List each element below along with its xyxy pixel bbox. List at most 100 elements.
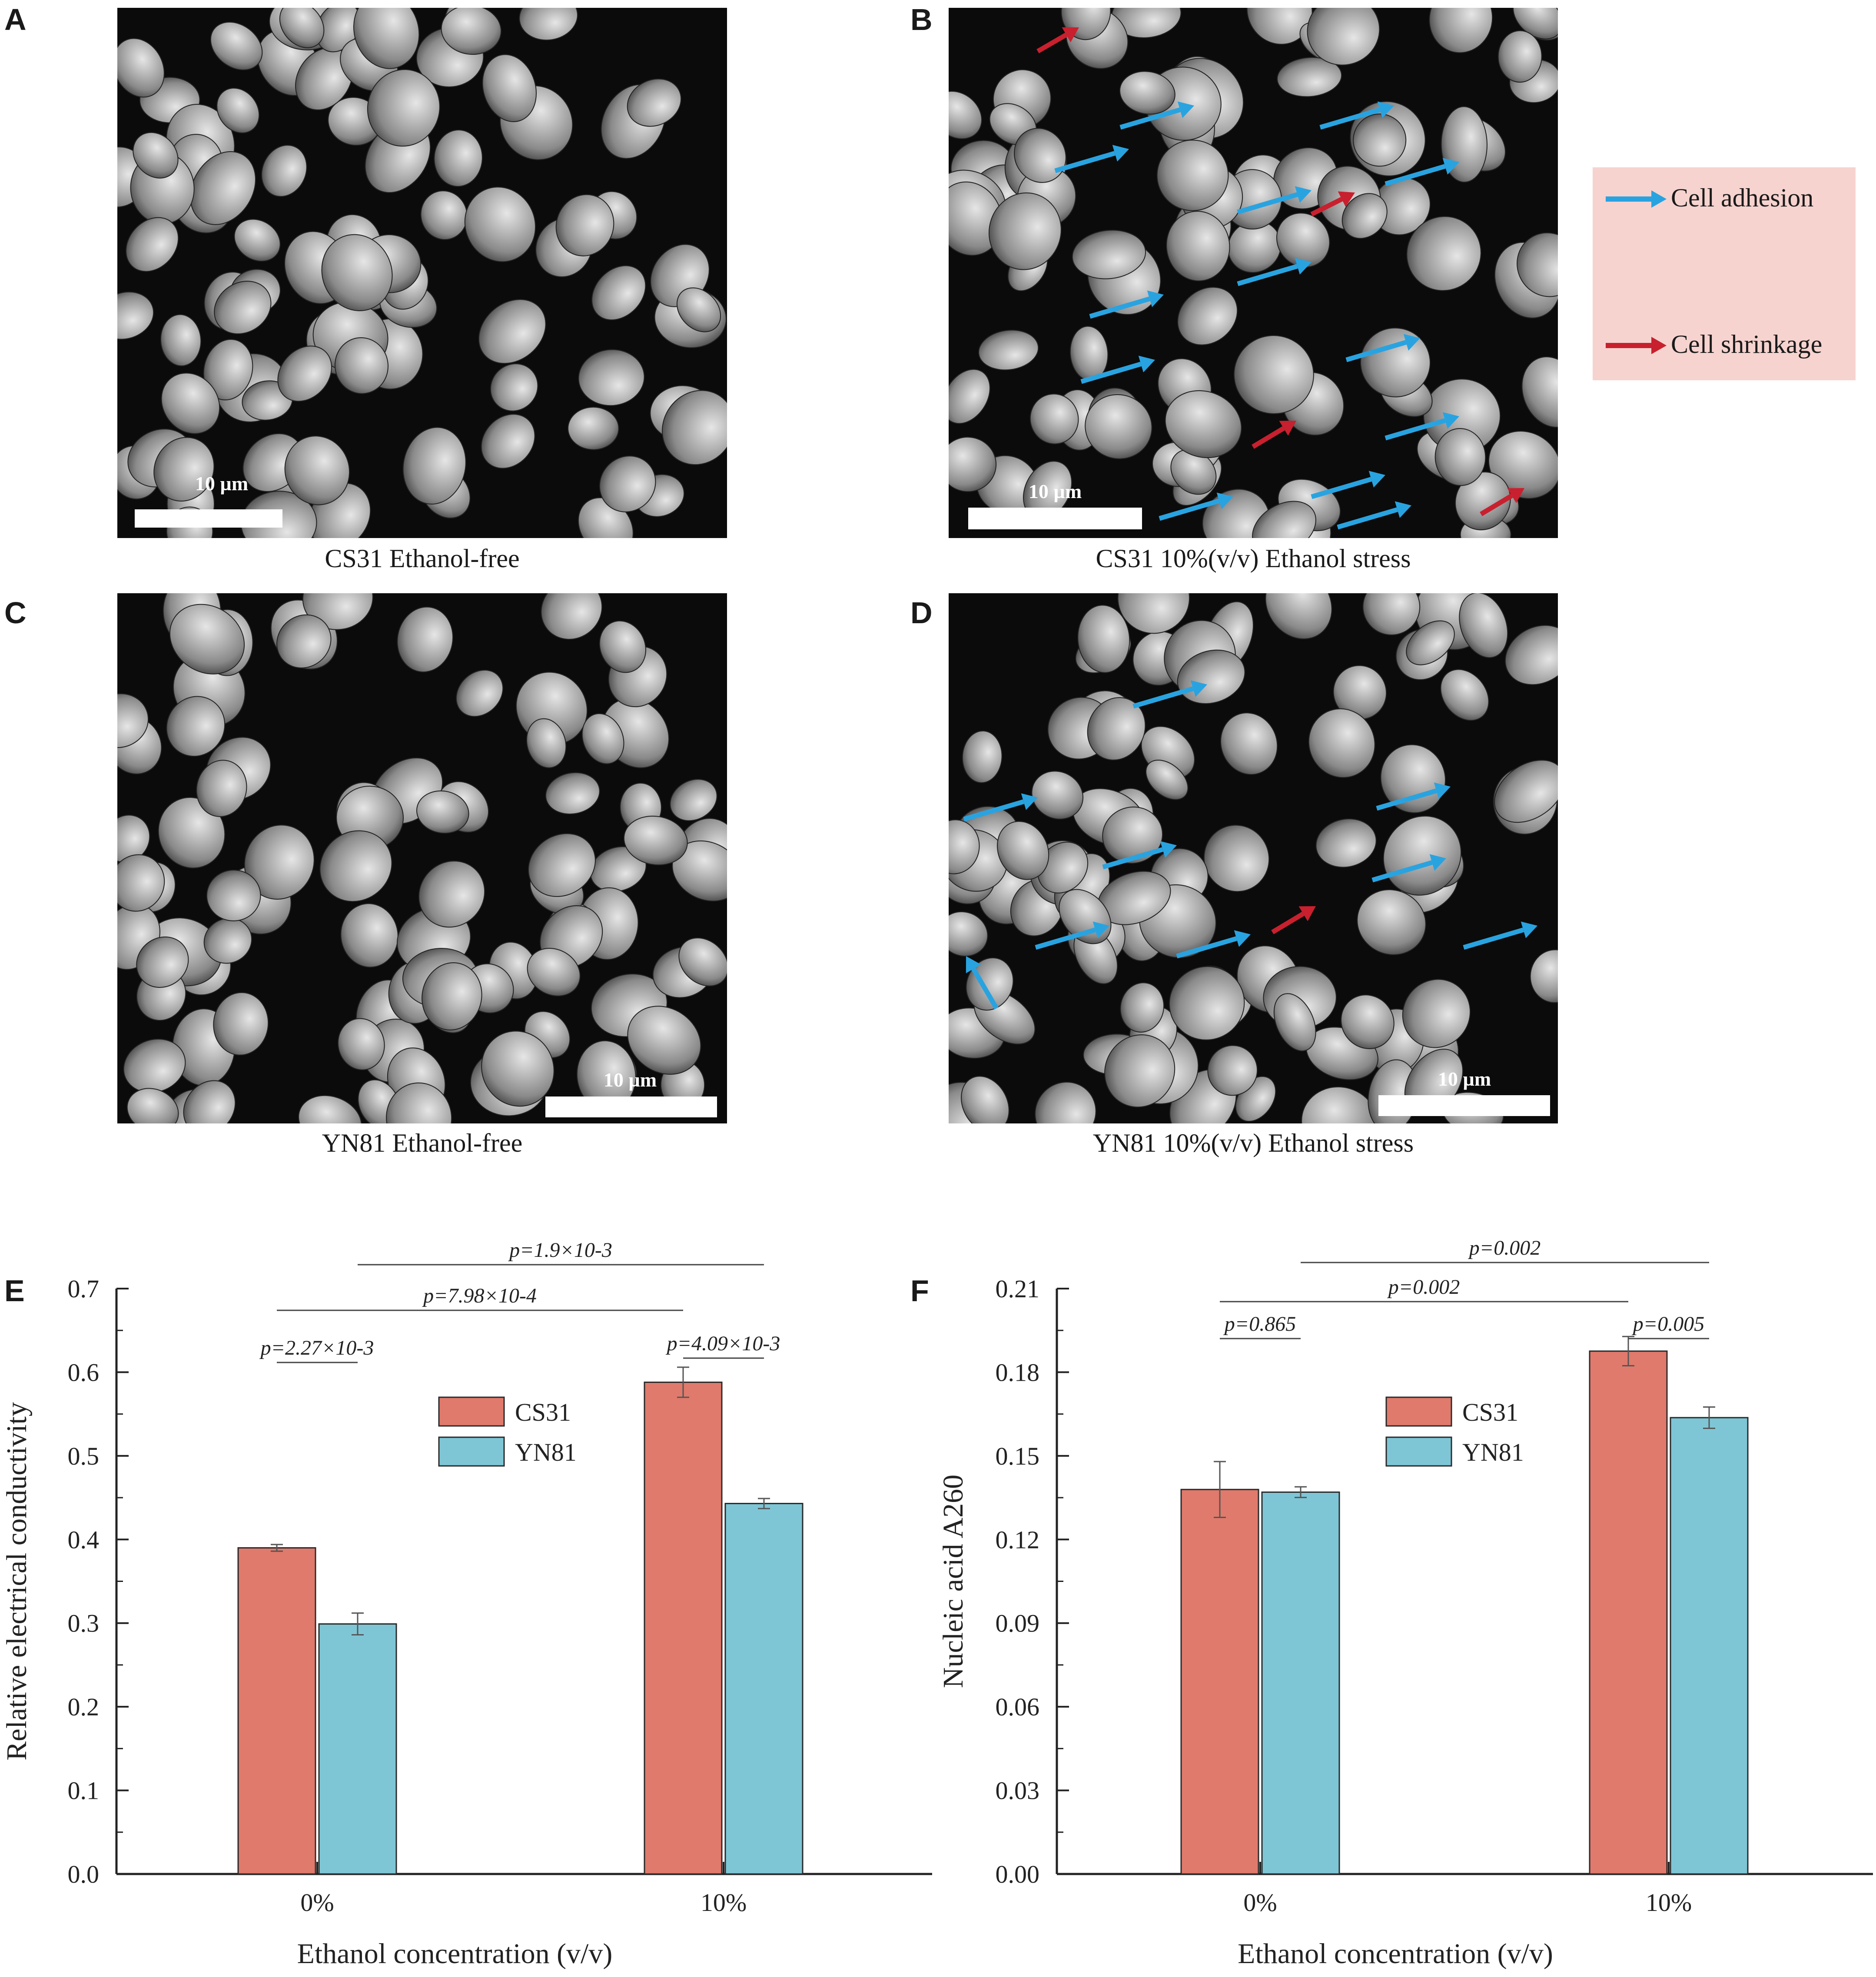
bar-yn81 [1670, 1417, 1749, 1875]
yeast-cell [1169, 966, 1245, 1040]
yeast-cell [1440, 669, 1489, 721]
cell-shrinkage-arrow-icon [1480, 488, 1524, 516]
yeast-cell [527, 948, 581, 997]
sem-cells [949, 593, 1558, 1123]
yeast-cell [662, 390, 727, 465]
panel-letter-c: C [4, 596, 27, 630]
panel-letter-e: E [4, 1274, 25, 1308]
yeast-cell [244, 824, 315, 900]
yeast-cell [1014, 128, 1066, 183]
legend-label-cs31: CS31 [515, 1398, 571, 1426]
legend-swatch-yn81 [438, 1436, 505, 1467]
yeast-cell [482, 54, 537, 122]
yeast-cell [997, 821, 1049, 880]
yeast-cell [337, 1018, 385, 1070]
x-tick-label: 10% [701, 1888, 747, 1917]
yeast-cell [1265, 593, 1332, 640]
legend-swatch-cs31 [438, 1396, 505, 1427]
yeast-cell [206, 870, 261, 921]
yeast-cell [1513, 8, 1558, 40]
y-axis-label: Relative electrical conductivity [1, 1402, 33, 1761]
yeast-cell [367, 69, 440, 147]
yeast-cell [1031, 771, 1084, 820]
y-tick-label: 0.15 [996, 1442, 1040, 1470]
p-value-label: p=4.09×10-3 [666, 1332, 780, 1355]
cell-adhesion-arrow-icon [1463, 921, 1537, 950]
p-value-label: p=0.002 [1468, 1236, 1541, 1259]
caption-d: YN81 10%(v/v) Ethanol stress [1092, 1129, 1414, 1157]
cell-adhesion-arrow-icon [1237, 186, 1312, 215]
cell-adhesion-arrow-icon [1606, 190, 1667, 208]
yeast-cell [397, 606, 454, 673]
yeast-cell [1077, 605, 1130, 673]
yeast-cell [528, 833, 596, 897]
y-tick-label: 0.00 [996, 1860, 1040, 1888]
yeast-cell [519, 8, 578, 41]
panel-letter-a: A [4, 3, 27, 37]
bar-cs31 [644, 1382, 723, 1875]
y-tick-label: 0.03 [996, 1777, 1040, 1805]
panel-letter-b: B [910, 3, 933, 37]
yeast-cell [234, 219, 281, 262]
p-value-label: p=7.98×10-4 [422, 1284, 537, 1307]
yeast-cell [1246, 8, 1313, 45]
sem-cells [949, 8, 1558, 538]
cell-shrinkage-arrow-icon [1310, 191, 1355, 216]
yeast-cell [1406, 216, 1481, 291]
yeast-cell [169, 604, 245, 675]
bar-yn81 [1261, 1491, 1340, 1875]
yeast-cell [123, 1038, 186, 1093]
cell-adhesion-arrow-icon [1080, 356, 1155, 384]
yeast-cell [166, 696, 226, 757]
yeast-cell [1429, 8, 1493, 53]
y-tick-label: 0.18 [996, 1358, 1040, 1386]
yeast-cell [1301, 1086, 1378, 1123]
caption-c: YN81 Ethanol-free [322, 1129, 523, 1157]
y-tick-label: 0.12 [996, 1525, 1040, 1554]
yeast-cell [1504, 625, 1558, 685]
yeast-cell [949, 911, 988, 957]
yeast-cell [117, 291, 154, 340]
yeast-cell [1104, 1034, 1175, 1108]
x-axis-label: Ethanol concentration (v/v) [297, 1938, 613, 1970]
cell-shrinkage-arrow-icon [1252, 421, 1296, 449]
yeast-cell [1119, 71, 1175, 115]
yeast-cell [133, 132, 179, 179]
bar-cs31 [1180, 1489, 1259, 1875]
y-axis-label: Nucleic acid A260 [937, 1475, 969, 1688]
yeast-cell [481, 1030, 554, 1107]
cell-adhesion-arrow-icon [1385, 412, 1459, 441]
cell-adhesion-arrow-icon [1371, 854, 1446, 883]
yeast-cell [464, 186, 536, 262]
yeast-cell [340, 903, 398, 968]
y-tick-label: 0.3 [68, 1609, 100, 1638]
bar-yn81 [318, 1623, 397, 1875]
yeast-cell [279, 8, 325, 48]
cell-adhesion-arrow-icon [1089, 290, 1164, 319]
yeast-cell [261, 145, 307, 197]
yeast-cell [1315, 818, 1377, 868]
yeast-cell [949, 91, 983, 140]
yeast-cell [1177, 286, 1238, 346]
yeast-cell [1165, 390, 1242, 459]
yeast-cell [1085, 394, 1152, 459]
yeast-cell [277, 346, 332, 402]
yeast-cell [319, 830, 392, 902]
yeast-cell [962, 730, 1003, 784]
yeast-cell [214, 281, 272, 335]
yeast-cell [183, 1080, 236, 1123]
cell-adhesion-arrow-icon [1132, 680, 1207, 709]
yeast-cell [321, 234, 393, 312]
y-tick-label: 0.1 [68, 1777, 100, 1805]
y-tick-label: 0.2 [68, 1693, 100, 1721]
yeast-cell [1273, 993, 1316, 1052]
y-tick-label: 0.06 [996, 1693, 1040, 1721]
yeast-cell [478, 299, 546, 364]
yeast-cell [203, 339, 253, 401]
cell-adhesion-arrow-icon [1319, 101, 1394, 130]
cell-shrinkage-label: Cell shrinkage [1671, 330, 1823, 359]
yeast-cell [213, 992, 269, 1056]
y-tick-label: 0.4 [68, 1525, 100, 1554]
bar-yn81 [724, 1503, 804, 1875]
yeast-cell [599, 620, 646, 673]
